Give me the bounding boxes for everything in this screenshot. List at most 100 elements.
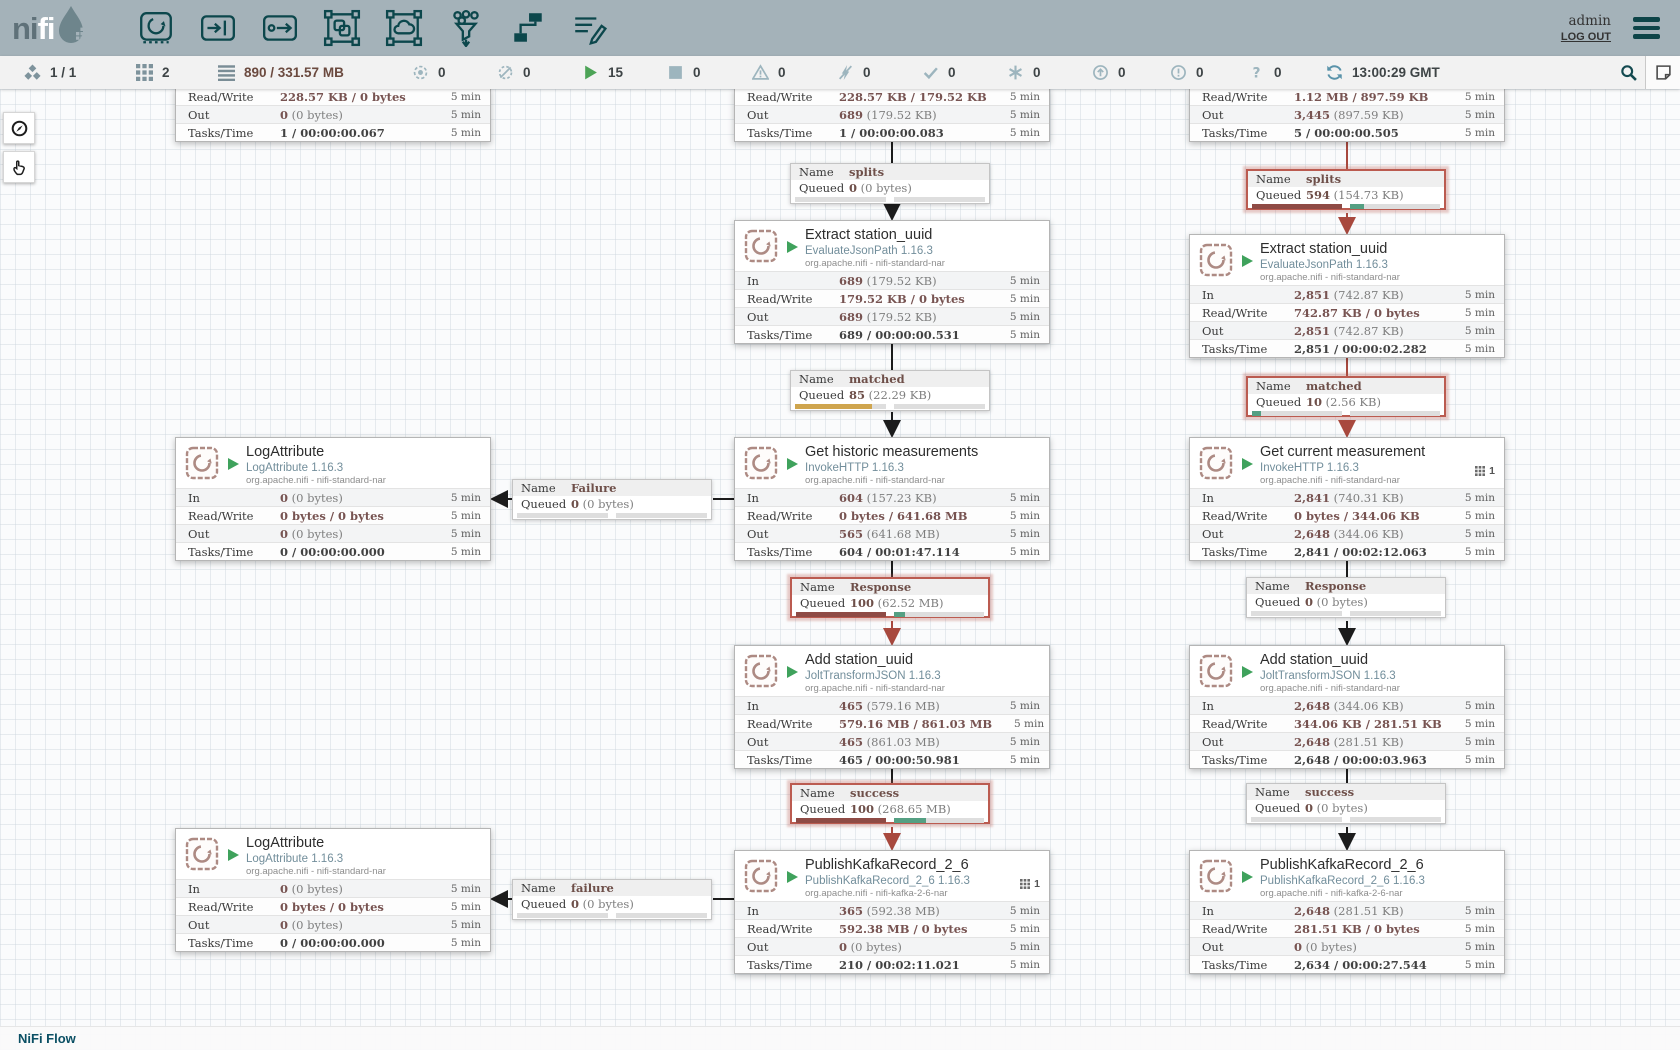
status-stale: 0 (1092, 64, 1170, 81)
cluster-icon (24, 64, 41, 81)
connection-queued-row: Queued 85 (22.29 KB) (791, 387, 989, 403)
locally-modified-icon (1007, 64, 1024, 81)
backpressure-bars (1247, 610, 1445, 616)
processor-publishkafkarecord-2-6[interactable]: PublishKafkaRecord_2_6 PublishKafkaRecord… (1189, 850, 1505, 974)
processor-toolbar-icon[interactable] (137, 9, 176, 48)
refresh-icon[interactable] (1326, 64, 1343, 81)
connection-name-row: Name matched (1248, 378, 1444, 394)
backpressure-bars (792, 611, 988, 617)
processor-stamp-icon (1198, 445, 1234, 486)
flow-canvas[interactable]: Read/Write 228.57 KB / 0 bytes 5 min Out 0 (… (0, 88, 1680, 1050)
active-threads-badge: 1 (1475, 465, 1495, 477)
stat-row-tasks-time: Tasks/Time 0 / 00:00:00.000 5 min (176, 933, 490, 951)
sync-failure-icon: ? (1248, 64, 1265, 81)
processor-bundle: org.apache.nifi - nifi-standard-nar (1260, 683, 1400, 694)
connection-name-row: Name splits (791, 164, 989, 180)
connection-label-success[interactable]: Name success Queued 100 (268.65 MB) (790, 783, 990, 824)
status-running: 15 (582, 64, 667, 81)
connection-label-matched[interactable]: Name matched Queued 85 (22.29 KB) (790, 370, 990, 411)
running-indicator-icon (228, 458, 239, 470)
stat-row-out: Out 3,445 (897.59 KB) 5 min (1190, 105, 1504, 123)
connection-queued-row: Queued 0 (0 bytes) (513, 496, 711, 512)
breadcrumb[interactable]: NiFi Flow (18, 1031, 76, 1046)
connection-label-failure[interactable]: Name Failure Queued 0 (0 bytes) (512, 479, 712, 520)
processor-name: Add station_uuid (805, 652, 914, 668)
status-up-to-date: 0 (922, 64, 1007, 81)
running-indicator-icon (1242, 871, 1253, 883)
operate-palette-button[interactable] (3, 151, 35, 183)
connection-label-success[interactable]: Name success Queued 0 (0 bytes) (1246, 783, 1446, 824)
connection-label-failure[interactable]: Name failure Queued 0 (0 bytes) (512, 879, 712, 920)
processor-partial-top-left[interactable]: Read/Write 228.57 KB / 0 bytes 5 min Out 0 (… (175, 88, 491, 142)
search-button[interactable] (1611, 56, 1645, 89)
running-indicator-icon (787, 871, 798, 883)
global-menu-icon[interactable] (1629, 13, 1664, 43)
label-toolbar-icon[interactable] (571, 9, 610, 48)
transmitting-icon (412, 64, 429, 81)
stale-icon (1092, 64, 1109, 81)
stat-row-tasks-time: Tasks/Time 689 / 00:00:00.531 5 min (735, 325, 1049, 343)
processor-name: PublishKafkaRecord_2_6 (1260, 857, 1424, 873)
stat-row-tasks-time: Tasks/Time 1 / 00:00:00.067 5 min (176, 123, 490, 141)
stat-row-out: Out 689 (179.52 KB) 5 min (735, 307, 1049, 325)
running-indicator-icon (228, 849, 239, 861)
active-threads-badge: 1 (1020, 878, 1040, 890)
processor-name: LogAttribute (246, 444, 325, 460)
status-disabled: 0 (837, 64, 922, 81)
connection-name-row: Name Failure (513, 480, 711, 496)
processor-add-station-uuid[interactable]: Add station_uuid JoltTransformJSON 1.16.3… (1189, 645, 1505, 769)
processor-publishkafkarecord-2-6[interactable]: PublishKafkaRecord_2_6 PublishKafkaRecord… (734, 850, 1050, 974)
stat-row-out: Out 2,648 (281.51 KB) 5 min (1190, 732, 1504, 750)
funnel-toolbar-icon[interactable] (447, 9, 486, 48)
flow-status-bar: 1 / 1 2 890 / 331.57 MB 0 0 15 0 0 0 0 0 0 0? 0 13:00… (0, 56, 1680, 89)
processor-bundle: org.apache.nifi - nifi-standard-nar (246, 866, 386, 877)
connection-label-splits[interactable]: Name splits Queued 0 (0 bytes) (790, 163, 990, 204)
stat-row-read-write: Read/Write 0 bytes / 0 bytes 5 min (176, 506, 490, 524)
stat-row-in: In 2,851 (742.87 KB) 5 min (1190, 285, 1504, 303)
processor-bundle: org.apache.nifi - nifi-standard-nar (805, 258, 945, 269)
stat-row-out: Out 689 (179.52 KB) 5 min (735, 105, 1049, 123)
threads-icon (136, 64, 153, 81)
status-stopped: 0 (667, 64, 752, 81)
connection-name-row: Name success (792, 785, 988, 801)
process-group-toolbar-icon[interactable] (323, 9, 362, 48)
navigate-palette-button[interactable] (3, 112, 35, 144)
breadcrumb-bar: NiFi Flow (0, 1026, 1680, 1050)
canvas-note-button[interactable] (1645, 56, 1680, 89)
connection-label-splits[interactable]: Name splits Queued 594 (154.73 KB) (1246, 169, 1446, 210)
up-to-date-icon (922, 64, 939, 81)
processor-partial-top-middle[interactable]: Read/Write 228.57 KB / 179.52 KB 5 min Out 6… (734, 88, 1050, 142)
template-toolbar-icon[interactable] (509, 9, 548, 48)
processor-add-station-uuid[interactable]: Add station_uuid JoltTransformJSON 1.16.3… (734, 645, 1050, 769)
logout-link[interactable]: LOG OUT (1560, 31, 1611, 43)
processor-type: JoltTransformJSON 1.16.3 (805, 670, 941, 682)
status-cluster: 1 / 1 (24, 64, 136, 81)
processor-logattribute[interactable]: LogAttribute LogAttribute 1.16.3 org.apach… (175, 437, 491, 561)
connection-name-row: Name Response (1247, 578, 1445, 594)
processor-get-current-measurement[interactable]: Get current measurement InvokeHTTP 1.16.3… (1189, 437, 1505, 561)
stat-row-tasks-time: Tasks/Time 210 / 00:02:11.021 5 min (735, 955, 1049, 973)
processor-logattribute[interactable]: LogAttribute LogAttribute 1.16.3 org.apach… (175, 828, 491, 952)
connection-label-response[interactable]: Name Response Queued 100 (62.52 MB) (790, 577, 990, 618)
connection-label-matched[interactable]: Name matched Queued 10 (2.56 KB) (1246, 376, 1446, 417)
logo-text-ni: ni (12, 11, 39, 46)
processor-bundle: org.apache.nifi - nifi-standard-nar (246, 475, 386, 486)
stat-row-tasks-time: Tasks/Time 2,851 / 00:00:02.282 5 min (1190, 339, 1504, 357)
processor-extract-station-uuid[interactable]: Extract station_uuid EvaluateJsonPath 1.1… (1189, 234, 1505, 358)
processor-stamp-icon (184, 445, 220, 486)
processor-get-historic-measurements[interactable]: Get historic measurements InvokeHTTP 1.16… (734, 437, 1050, 561)
output-port-toolbar-icon[interactable] (261, 9, 300, 48)
processor-extract-station-uuid[interactable]: Extract station_uuid EvaluateJsonPath 1.1… (734, 220, 1050, 344)
processor-partial-top-right[interactable]: Read/Write 1.12 MB / 897.59 KB 5 min Out 3,4… (1189, 88, 1505, 142)
connection-label-response[interactable]: Name Response Queued 0 (0 bytes) (1246, 577, 1446, 618)
current-user-label: admin (1568, 13, 1611, 29)
processor-type: InvokeHTTP 1.16.3 (1260, 462, 1359, 474)
stat-row-in: In 0 (0 bytes) 5 min (176, 488, 490, 506)
input-port-toolbar-icon[interactable] (199, 9, 238, 48)
stat-row-out: Out 0 (0 bytes) 5 min (176, 105, 490, 123)
processor-name: LogAttribute (246, 835, 325, 851)
processor-bundle: org.apache.nifi - nifi-kafka-2-6-nar (805, 888, 948, 899)
stat-row-tasks-time: Tasks/Time 2,841 / 00:02:12.063 5 min (1190, 542, 1504, 560)
stat-row-in: In 465 (579.16 MB) 5 min (735, 696, 1049, 714)
remote-process-group-toolbar-icon[interactable] (385, 9, 424, 48)
